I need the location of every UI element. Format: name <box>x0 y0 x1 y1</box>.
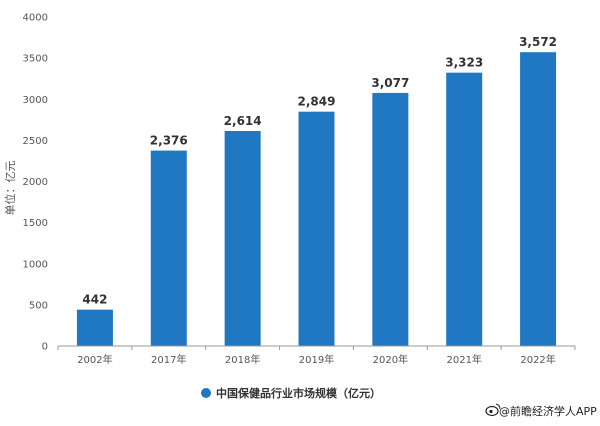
data-label: 442 <box>82 293 107 307</box>
x-tick-label: 2019年 <box>299 353 334 366</box>
x-tick-label: 2020年 <box>373 353 408 366</box>
y-tick-label: 3000 <box>23 95 48 106</box>
data-label: 3,323 <box>445 56 483 70</box>
bar <box>372 92 409 346</box>
bar <box>150 150 187 346</box>
y-tick-label: 500 <box>29 300 48 311</box>
weibo-icon <box>485 403 501 417</box>
legend-label: 中国保健品行业市场规模（亿元） <box>216 386 381 400</box>
y-tick-label: 3500 <box>23 54 48 65</box>
data-labels: 442 2,376 2,614 2,849 3,077 3,323 3,572 <box>82 35 557 306</box>
credit-text: @前瞻经济学人APP <box>499 404 597 418</box>
bar <box>76 309 113 346</box>
x-axis: 2002年 2017年 2018年 2019年 2020年 2021年 2022年 <box>57 346 576 366</box>
data-label: 2,849 <box>298 95 336 109</box>
data-label: 3,572 <box>519 35 557 49</box>
legend: 中国保健品行业市场规模（亿元） <box>201 386 381 400</box>
y-tick-label: 1000 <box>23 259 48 270</box>
bar-series <box>76 52 557 347</box>
bar <box>224 130 261 346</box>
x-tick-label: 2022年 <box>520 353 555 366</box>
y-axis: 0 500 1000 1500 2000 2500 3000 3500 4000 <box>23 13 48 353</box>
y-axis-label: 单位：亿元 <box>3 161 17 216</box>
data-label: 3,077 <box>371 76 409 90</box>
y-tick-label: 2000 <box>23 177 48 188</box>
x-tick-label: 2018年 <box>225 353 260 366</box>
y-tick-label: 4000 <box>23 13 48 24</box>
y-tick-label: 2500 <box>23 136 48 147</box>
x-tick-label: 2017年 <box>151 353 186 366</box>
credit: @前瞻经济学人APP <box>485 403 597 418</box>
bar <box>298 111 335 347</box>
bar <box>446 72 483 346</box>
data-label: 2,376 <box>150 134 188 148</box>
y-tick-label: 0 <box>42 342 48 353</box>
y-tick-label: 1500 <box>23 218 48 229</box>
legend-swatch <box>201 388 211 398</box>
x-tick-label: 2021年 <box>446 353 481 366</box>
data-label: 2,614 <box>224 114 262 128</box>
x-tick-label: 2002年 <box>77 353 112 366</box>
bar <box>520 52 557 346</box>
